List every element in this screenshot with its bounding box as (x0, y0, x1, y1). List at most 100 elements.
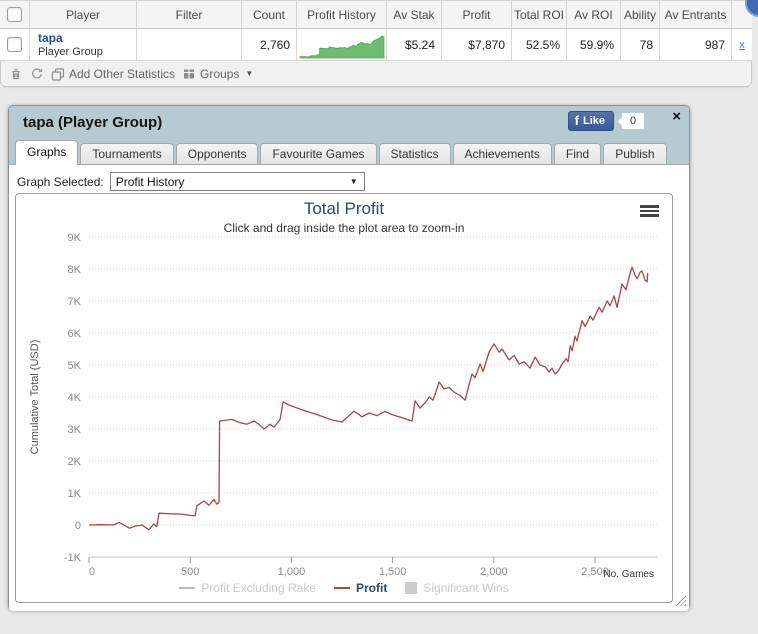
remove-cell: x (732, 29, 752, 60)
add-statistics-icon (51, 67, 65, 81)
svg-text:2K: 2K (68, 456, 82, 468)
legend-item-profit[interactable]: Profit (334, 581, 387, 595)
graph-select-value: Profit History (115, 174, 185, 189)
column-header-av-roi[interactable]: Av ROI (567, 1, 621, 28)
player-type-label: Player Group (38, 45, 103, 58)
table-row: tapa Player Group 2,760 $5.24 $7,870 52.… (0, 29, 752, 61)
svg-text:7K: 7K (68, 296, 82, 308)
facebook-icon: f (574, 112, 579, 128)
tab-graphs[interactable]: Graphs (15, 140, 79, 165)
svg-text:3K: 3K (68, 424, 82, 436)
svg-text:2,500: 2,500 (581, 566, 609, 578)
row-checkbox-cell (0, 29, 30, 60)
svg-text:1K: 1K (68, 488, 82, 500)
svg-text:-1K: -1K (64, 552, 82, 564)
profit-history-sparkline (299, 35, 384, 59)
resize-grip[interactable] (675, 595, 686, 606)
av-entrants-cell: 987 (660, 29, 732, 60)
svg-text:1,000: 1,000 (278, 566, 306, 578)
legend-label: Profit (356, 581, 388, 595)
column-header-profit[interactable]: Profit (442, 1, 512, 28)
refresh-icon[interactable] (30, 67, 44, 81)
svg-text:8K: 8K (68, 264, 82, 276)
graph-selected-label: Graph Selected: (17, 174, 104, 189)
svg-text:4K: 4K (68, 392, 82, 404)
tab-publish[interactable]: Publish (603, 143, 667, 164)
tab-find[interactable]: Find (553, 143, 602, 164)
column-header-av-entrants[interactable]: Av Entrants (660, 1, 732, 28)
player-group-panel: tapa (Player Group) f Like 0 × Graphs Tou… (8, 105, 690, 611)
profit-chart[interactable]: 9K 8K 7K 6K 5K 4K 3K 2K 1K 0 -1K 0 500 1,000 1,500 2,00… (15, 193, 673, 603)
groups-button[interactable]: Groups ▼ (182, 67, 253, 81)
close-icon[interactable]: × (672, 108, 681, 125)
chevron-down-icon: ▼ (245, 69, 254, 78)
svg-text:0: 0 (75, 520, 81, 532)
ability-cell: 78 (621, 29, 660, 60)
svg-text:9K: 9K (68, 232, 82, 244)
total-roi-cell: 52.5% (512, 29, 567, 60)
legend-symbol (405, 582, 418, 594)
table-toolbar: Add Other Statistics Groups ▼ (0, 61, 752, 87)
player-stats-table: Player Filter Count Profit History Av Stak Pr… (0, 0, 752, 87)
player-link[interactable]: tapa (38, 30, 63, 45)
svg-text:500: 500 (181, 566, 199, 578)
graph-selector-row: Graph Selected: Profit History ▼ (17, 172, 365, 191)
column-header-total-roi[interactable]: Total ROI (512, 1, 567, 28)
column-header-count[interactable]: Count (242, 1, 297, 28)
av-stak-cell: $5.24 (387, 29, 442, 60)
legend-label: Profit Excluding Rake (201, 581, 316, 595)
table-header-row: Player Filter Count Profit History Av Stak Pr… (0, 0, 752, 29)
facebook-like-label: Like (582, 114, 605, 127)
trash-icon[interactable] (9, 67, 23, 81)
legend-symbol (179, 587, 196, 589)
tab-achievements[interactable]: Achievements (452, 143, 552, 164)
column-header-av-stak[interactable]: Av Stak (387, 1, 442, 28)
facebook-like-button[interactable]: f Like (567, 111, 614, 131)
remove-row-link[interactable]: x (739, 38, 745, 51)
chart-menu-icon[interactable] (640, 205, 659, 219)
groups-label: Groups (200, 66, 240, 81)
row-checkbox[interactable] (7, 37, 22, 52)
add-other-statistics-button[interactable]: Add Other Statistics (51, 67, 175, 81)
facebook-like-count: 0 (621, 112, 645, 130)
profit-cell: $7,870 (442, 29, 512, 60)
graph-select-dropdown[interactable]: Profit History ▼ (109, 172, 365, 191)
tab-tournaments[interactable]: Tournaments (80, 143, 174, 164)
column-header-player[interactable]: Player (30, 1, 137, 28)
panel-tabs: Graphs Tournaments Opponents Favourite Game… (15, 140, 667, 165)
select-caret-icon: ▼ (349, 177, 358, 186)
svg-text:6K: 6K (68, 328, 82, 340)
svg-text:1,500: 1,500 (379, 566, 407, 578)
legend-symbol (334, 587, 350, 589)
facebook-like-widget: f Like 0 (567, 111, 645, 131)
svg-text:2,000: 2,000 (480, 566, 508, 578)
av-roi-cell: 59.9% (567, 29, 621, 60)
player-cell: tapa Player Group (30, 29, 137, 60)
tab-opponents[interactable]: Opponents (175, 143, 259, 164)
tab-statistics[interactable]: Statistics (378, 143, 451, 164)
chart-plot-area[interactable]: 9K 8K 7K 6K 5K 4K 3K 2K 1K 0 -1K 0 500 1,000 1,500 2,00… (16, 194, 672, 602)
legend-item-profit-excluding-rake[interactable]: Profit Excluding Rake (179, 581, 316, 595)
panel-content: Graph Selected: Profit History ▼ 9K 8K 7K 6… (9, 164, 689, 611)
tab-favourite-games[interactable]: Favourite Games (260, 143, 377, 164)
legend-item-significant-wins[interactable]: Significant Wins (405, 581, 509, 595)
panel-title: tapa (Player Group) (23, 114, 163, 131)
select-all-checkbox[interactable] (7, 7, 22, 22)
svg-text:Cumulative Total (USD): Cumulative Total (USD) (29, 340, 41, 455)
chart-subtitle: Click and drag inside the plot area to z… (223, 221, 465, 235)
legend-label: Significant Wins (423, 581, 509, 595)
chart-legend: Profit Excluding Rake Profit Significant W… (16, 581, 672, 595)
profit-history-sparkline-cell (297, 29, 387, 60)
x-axis-title: No. Games (603, 569, 654, 580)
column-header-profit-history[interactable]: Profit History (297, 1, 387, 28)
filter-cell (137, 29, 242, 60)
column-header-filter[interactable]: Filter (137, 1, 242, 28)
chart-title: Total Profit (303, 199, 385, 218)
count-cell: 2,760 (242, 29, 297, 60)
column-header-select-all (0, 1, 30, 28)
svg-text:0: 0 (89, 566, 95, 578)
groups-icon (182, 67, 196, 81)
add-other-statistics-label: Add Other Statistics (69, 66, 176, 81)
panel-header: tapa (Player Group) f Like 0 × Graphs Tou… (9, 106, 689, 165)
column-header-ability[interactable]: Ability (621, 1, 660, 28)
